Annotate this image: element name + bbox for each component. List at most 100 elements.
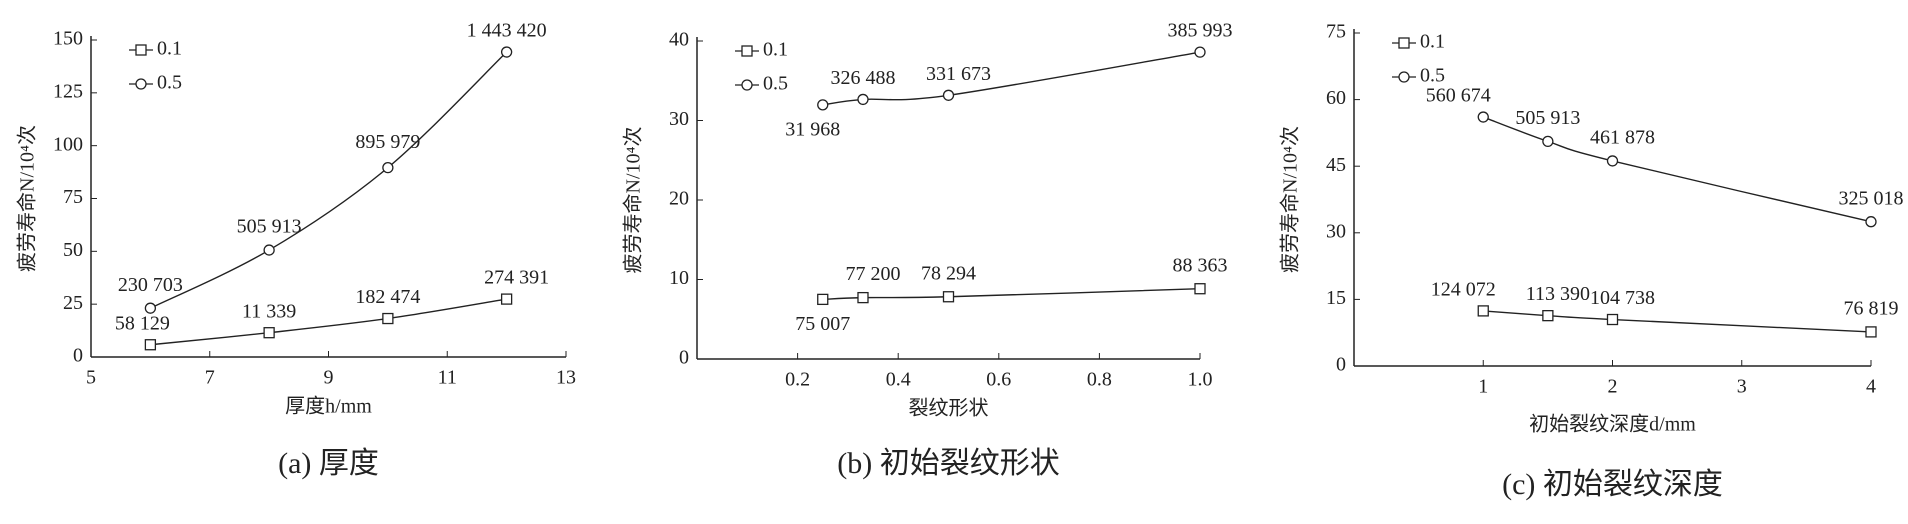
caption: (c) 初始裂纹深度	[1502, 468, 1723, 501]
data-label: 31 968	[785, 118, 840, 140]
caption: (b) 初始裂纹形状	[837, 447, 1059, 480]
legend-marker	[135, 78, 147, 90]
data-label: 11 339	[242, 300, 296, 322]
x-tick-label: 1	[1478, 376, 1488, 398]
data-label: 505 913	[237, 216, 302, 238]
y-tick-label: 0	[73, 345, 83, 367]
marker	[382, 161, 394, 174]
x-tick-label: 0.8	[1087, 369, 1112, 391]
y-tick-label: 60	[1326, 87, 1346, 109]
data-label: 895 979	[355, 131, 420, 153]
x-tick-label: 4	[1866, 376, 1876, 398]
y-tick-label: 30	[669, 108, 689, 130]
marker	[144, 339, 157, 351]
data-label: 1 443 420	[467, 20, 547, 42]
marker	[857, 291, 869, 304]
data-label: 113 390	[1526, 283, 1590, 305]
series-line	[150, 51, 508, 309]
data-label: 88 363	[1173, 254, 1228, 276]
y-tick-label: 45	[1326, 154, 1346, 176]
data-label: 560 674	[1426, 85, 1491, 107]
data-label: 58 129	[115, 312, 170, 334]
marker	[500, 46, 513, 58]
legend-marker	[741, 45, 753, 57]
y-axis-label: 疲劳寿命N/10⁴次	[16, 125, 39, 272]
x-axis-label: 裂纹形状	[909, 397, 989, 420]
series-line	[1483, 310, 1872, 333]
data-label: 124 072	[1431, 278, 1496, 300]
x-tick-label: 0.6	[986, 369, 1011, 391]
data-label: 182 474	[355, 286, 420, 308]
marker	[382, 312, 394, 325]
marker	[942, 89, 955, 101]
data-label: 230 703	[118, 274, 183, 296]
marker	[817, 99, 829, 111]
marker	[1865, 216, 1877, 228]
y-tick-label: 75	[1326, 21, 1346, 43]
y-tick-label: 125	[53, 80, 83, 102]
x-tick-label: 9	[324, 367, 334, 389]
x-tick-label: 0.4	[886, 369, 911, 391]
marker	[1606, 155, 1619, 167]
legend-marker	[1398, 71, 1410, 83]
series-line	[822, 51, 1201, 106]
data-label: 461 878	[1590, 127, 1655, 149]
marker	[1194, 283, 1206, 295]
marker	[1477, 111, 1489, 123]
y-tick-label: 50	[63, 239, 83, 261]
marker	[817, 293, 829, 306]
y-axis-label: 疲劳寿命N/10⁴次	[1279, 126, 1302, 273]
marker	[1606, 313, 1619, 326]
data-label: 505 913	[1515, 107, 1580, 129]
legend-label: 0.1	[763, 39, 788, 61]
y-tick-label: 40	[669, 29, 689, 51]
data-label: 78 294	[921, 262, 976, 284]
data-label: 274 391	[484, 267, 549, 289]
x-tick-label: 13	[556, 367, 576, 389]
marker	[500, 293, 513, 305]
y-tick-label: 150	[53, 28, 83, 50]
x-tick-label: 7	[205, 367, 215, 389]
legend-label: 0.5	[763, 73, 788, 95]
data-label: 325 018	[1839, 187, 1904, 209]
legend-label: 0.1	[157, 38, 182, 60]
marker	[1865, 326, 1877, 338]
legend-marker	[1398, 37, 1410, 49]
marker	[1194, 46, 1206, 58]
y-tick-label: 25	[63, 292, 83, 314]
y-tick-label: 0	[679, 347, 689, 369]
marker	[1542, 310, 1554, 322]
legend-label: 0.1	[1420, 31, 1445, 53]
legend-marker	[741, 79, 753, 91]
x-tick-label: 2	[1608, 376, 1618, 398]
y-tick-label: 15	[1326, 287, 1346, 309]
legend-label: 0.5	[157, 72, 182, 94]
caption: (a) 厚度	[278, 447, 379, 480]
data-label: 331 673	[926, 63, 991, 85]
data-label: 75 007	[795, 313, 850, 335]
marker	[263, 327, 275, 339]
legend-label: 0.5	[1420, 65, 1445, 87]
y-tick-label: 10	[669, 267, 689, 289]
y-tick-label: 30	[1326, 220, 1346, 242]
y-tick-label: 100	[53, 133, 83, 155]
marker	[942, 291, 955, 303]
x-tick-label: 1.0	[1188, 369, 1213, 391]
data-label: 104 738	[1590, 287, 1655, 309]
y-tick-label: 75	[63, 186, 83, 208]
marker	[263, 244, 275, 256]
x-tick-label: 5	[86, 367, 96, 389]
x-tick-label: 3	[1737, 376, 1747, 398]
marker	[1542, 135, 1554, 148]
legend-marker	[135, 44, 147, 56]
x-tick-label: 0.2	[785, 369, 810, 391]
data-label: 326 488	[830, 67, 895, 89]
y-tick-label: 0	[1336, 354, 1346, 376]
data-label: 385 993	[1168, 20, 1233, 42]
series-line	[1483, 116, 1872, 223]
marker	[1477, 305, 1489, 317]
x-axis-label: 初始裂纹深度d/mm	[1529, 413, 1696, 436]
y-tick-label: 20	[669, 188, 689, 210]
x-axis-label: 厚度h/mm	[285, 395, 372, 418]
